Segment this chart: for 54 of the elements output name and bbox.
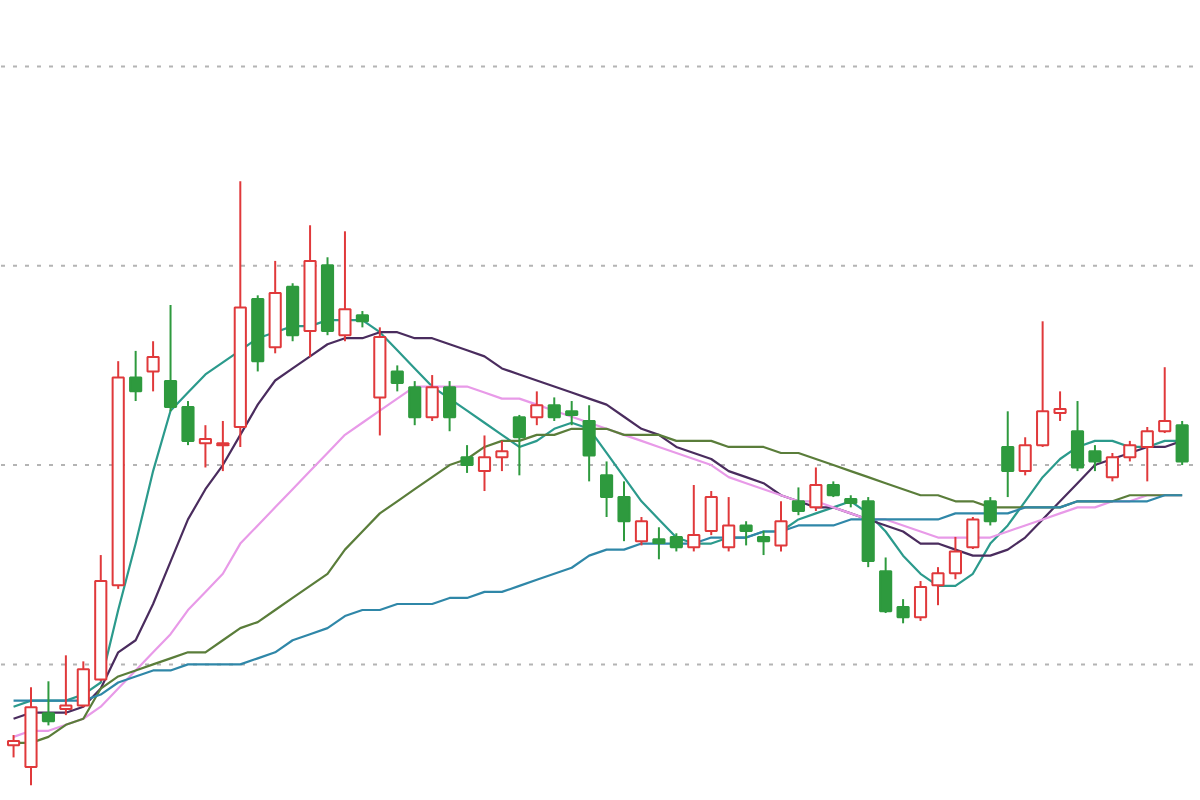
candlestick (617, 480, 631, 543)
candlestick (1140, 426, 1154, 483)
candlestick (913, 580, 928, 622)
candlestick (966, 516, 980, 551)
candlestick (338, 230, 352, 343)
candlestick (704, 490, 718, 537)
candlestick (495, 439, 509, 473)
candlestick (216, 419, 230, 473)
candlestick (896, 598, 910, 625)
candlestick (41, 680, 56, 727)
candlestick (512, 413, 526, 477)
candlestick (722, 496, 736, 553)
candlestick (1001, 410, 1015, 499)
candlestick (565, 400, 579, 427)
candlestick (460, 444, 474, 474)
candlestick (1175, 419, 1189, 467)
candlestick (931, 566, 945, 607)
candlestick (146, 340, 160, 393)
candlestick (983, 496, 997, 527)
candlestick (408, 380, 422, 427)
candlestick (1070, 400, 1085, 473)
candlestick (1105, 451, 1119, 483)
candlestick (547, 396, 561, 422)
candlestick (163, 303, 178, 413)
candlestick (477, 434, 492, 493)
candlestick (76, 660, 90, 709)
candlestick (443, 380, 457, 433)
candlestick (879, 556, 893, 615)
candlestick (530, 390, 544, 427)
candlestick (669, 532, 683, 553)
candlestick (1053, 390, 1067, 422)
candlestick (634, 516, 649, 547)
candlestick (600, 460, 614, 518)
candlestick (1158, 366, 1172, 435)
candlestick (6, 734, 21, 759)
candlestick (1018, 436, 1032, 477)
candlestick (582, 404, 596, 483)
candlestick (756, 529, 771, 557)
candlestick (59, 654, 73, 717)
candlestick (791, 486, 806, 517)
candlestick (181, 400, 195, 447)
candlestick (652, 526, 666, 561)
candlestick (774, 500, 788, 553)
candlestick (390, 364, 404, 393)
candlestick (425, 374, 439, 422)
candlestick (1036, 320, 1050, 448)
candlestick (1088, 444, 1102, 473)
candlestick (809, 466, 823, 512)
candlestick (1123, 439, 1137, 463)
candlestick (948, 535, 962, 581)
candlestick (687, 483, 701, 553)
candlestick (129, 349, 143, 403)
candlestick (198, 424, 212, 469)
candlestick (739, 520, 753, 547)
